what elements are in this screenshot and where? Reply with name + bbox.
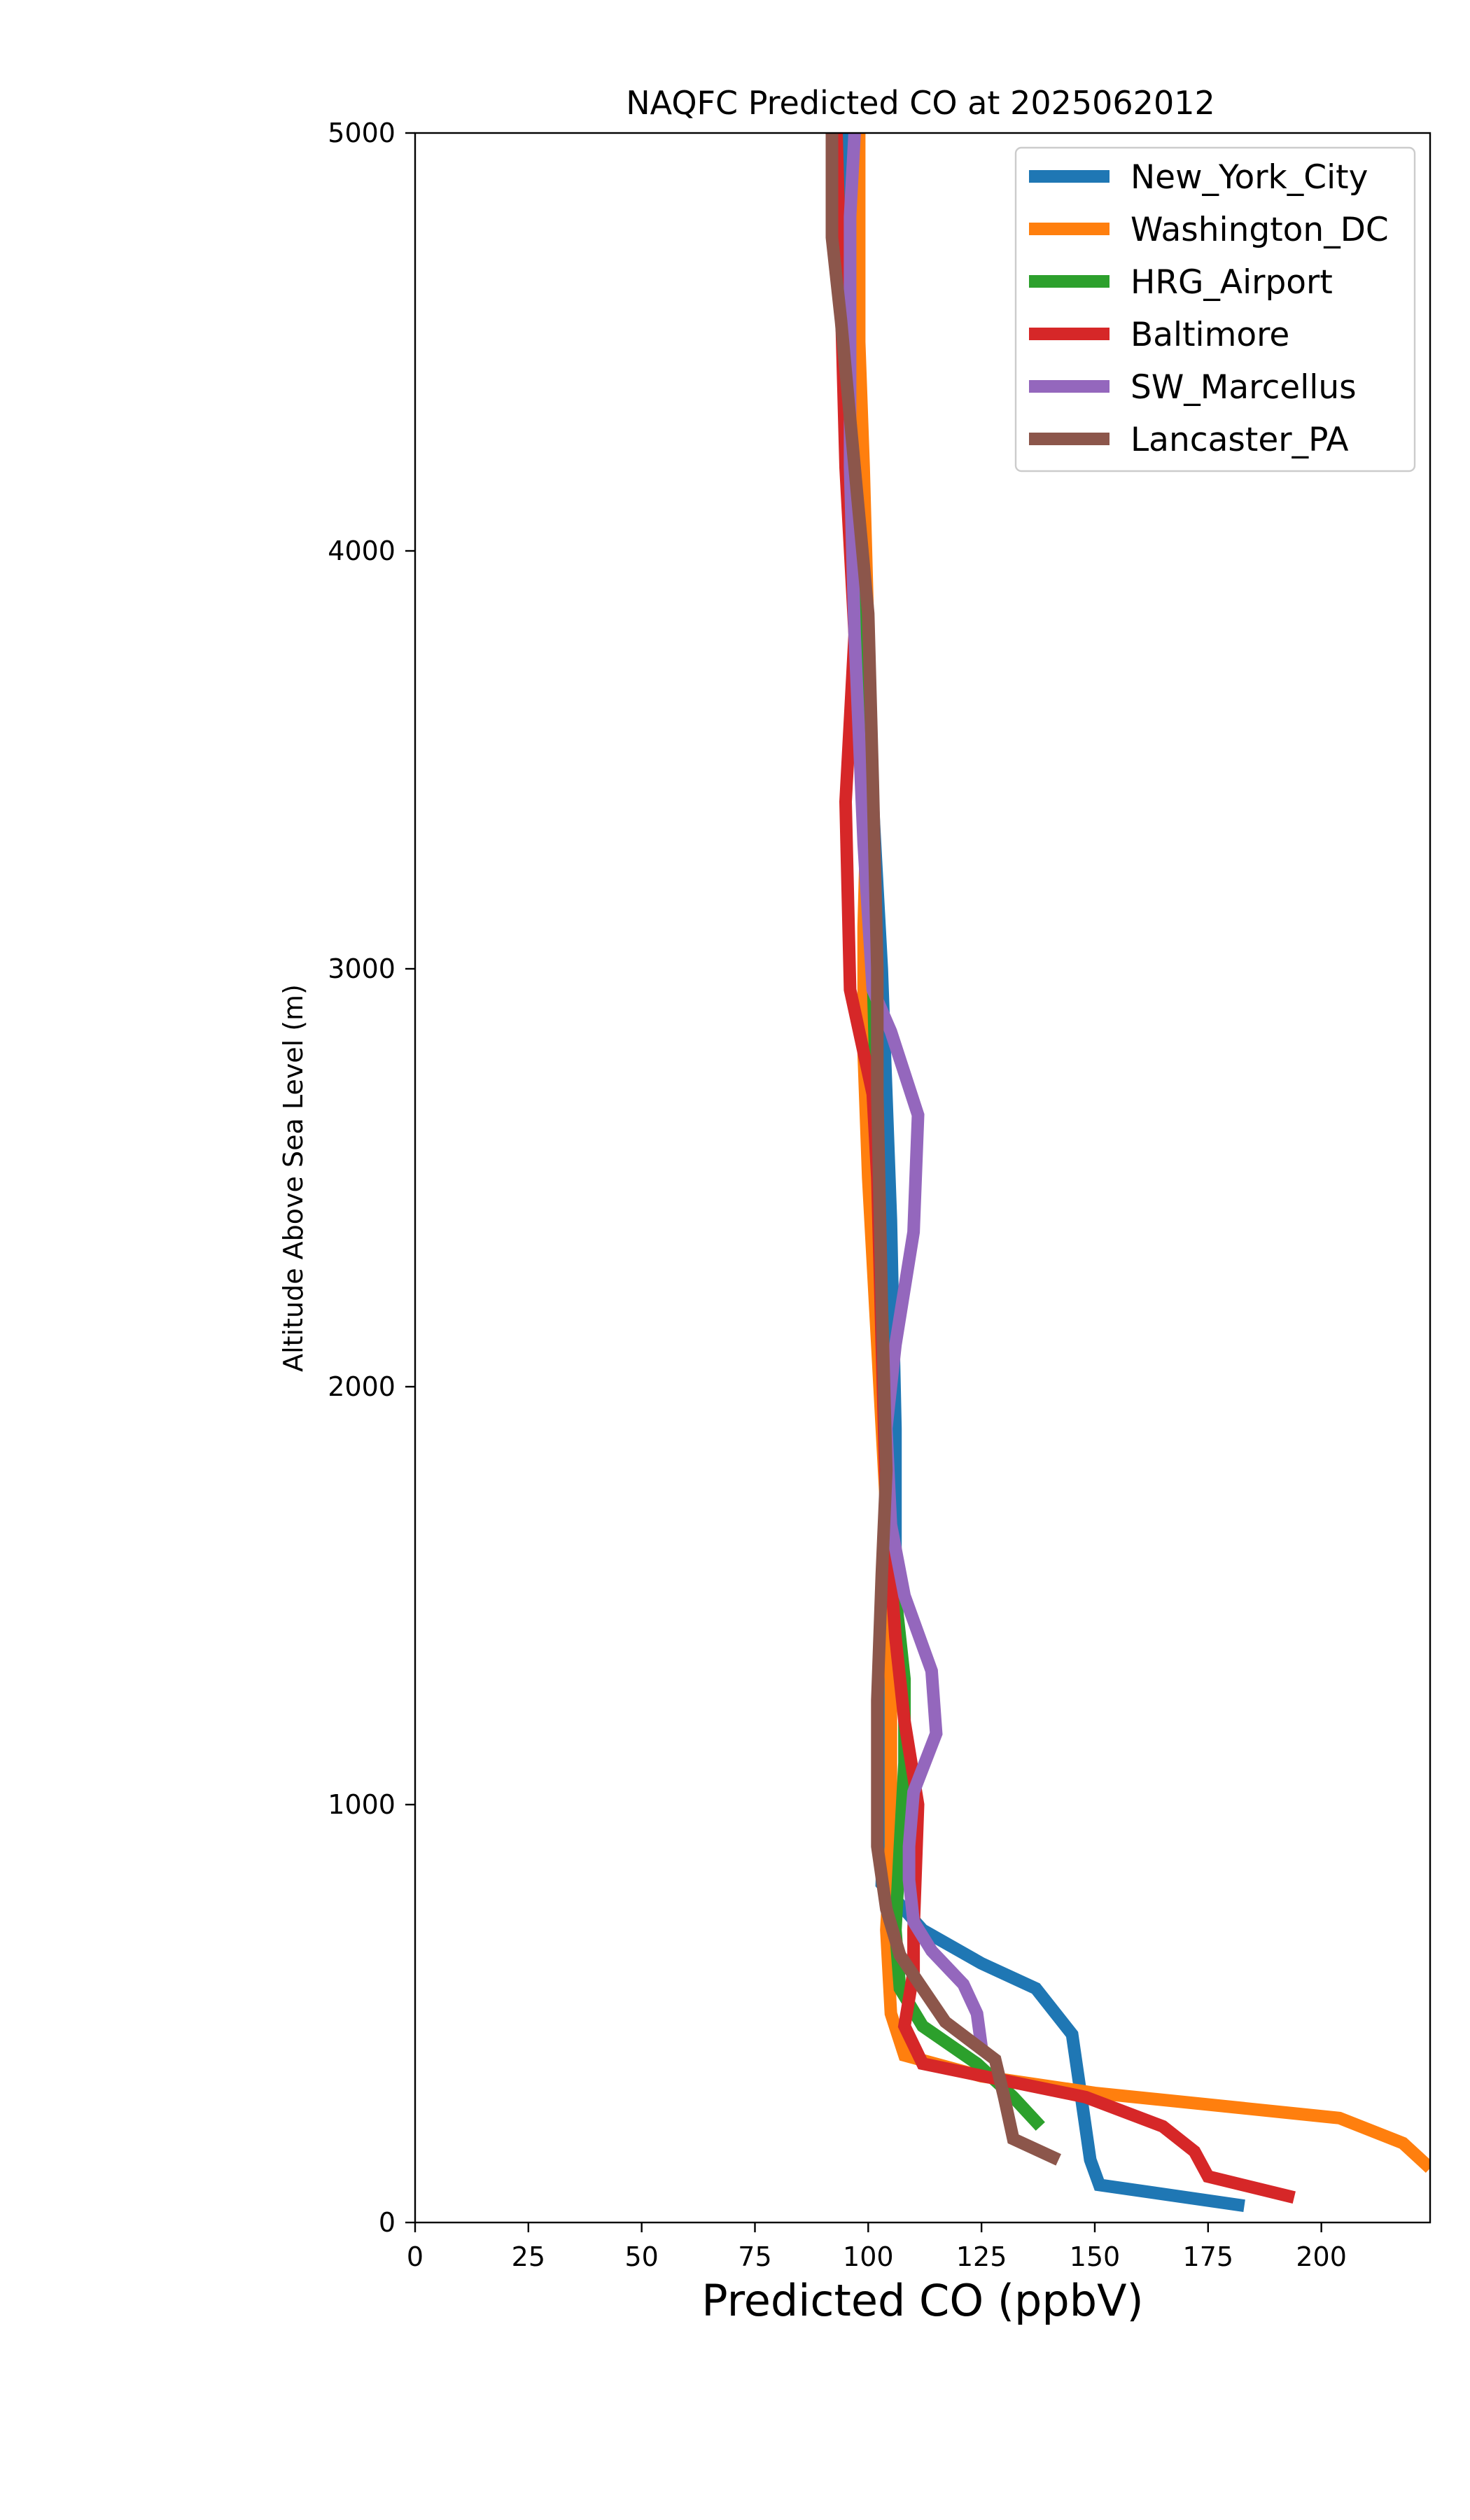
x-tick-label: 0 bbox=[407, 2241, 424, 2272]
y-axis-ticks: 0 1000 2000 3000 4000 5000 bbox=[328, 118, 415, 2238]
x-tick-label: 25 bbox=[512, 2241, 545, 2272]
y-tick-label: 1000 bbox=[328, 1789, 396, 1820]
legend-label-baltimore: Baltimore bbox=[1130, 316, 1289, 354]
series-line-lancaster-pa bbox=[825, 133, 1061, 2166]
plot-frame bbox=[414, 132, 1432, 2224]
y-tick-label: 3000 bbox=[328, 953, 396, 984]
x-axis-ticks: 0 25 50 75 100 125 150 175 200 bbox=[407, 2222, 1347, 2272]
chart-title: NAQFC Predicted CO at 2025062012 bbox=[626, 84, 1215, 122]
legend-label-lancaster-pa: Lancaster_PA bbox=[1130, 421, 1349, 459]
legend-label-washington-dc: Washington_DC bbox=[1130, 211, 1389, 249]
legend-label-new-york-city: New_York_City bbox=[1130, 158, 1368, 197]
y-tick-label: 0 bbox=[379, 2207, 396, 2238]
y-tick-label: 5000 bbox=[328, 118, 396, 148]
x-tick-label: 200 bbox=[1296, 2241, 1347, 2272]
x-tick-label: 100 bbox=[843, 2241, 894, 2272]
x-tick-label: 150 bbox=[1070, 2241, 1121, 2272]
legend: New_York_City Washington_DC HRG_Airport Bal… bbox=[1014, 146, 1416, 472]
legend-label-sw-marcellus: SW_Marcellus bbox=[1130, 368, 1357, 407]
x-axis-title: Predicted CO (ppbV) bbox=[701, 2275, 1143, 2326]
x-tick-label: 125 bbox=[956, 2241, 1007, 2272]
x-tick-label: 175 bbox=[1183, 2241, 1234, 2272]
x-tick-label: 50 bbox=[624, 2241, 658, 2272]
legend-label-hrg-airport: HRG_Airport bbox=[1130, 263, 1333, 302]
legend-frame bbox=[1014, 146, 1416, 472]
series-layer bbox=[825, 133, 1430, 2213]
y-tick-label: 2000 bbox=[328, 1371, 396, 1402]
series-line-baltimore bbox=[830, 133, 1296, 2204]
y-tick-label: 4000 bbox=[328, 536, 396, 566]
y-axis-title: Altitude Above Sea Level (m) bbox=[278, 984, 309, 1372]
x-tick-label: 75 bbox=[738, 2241, 771, 2272]
